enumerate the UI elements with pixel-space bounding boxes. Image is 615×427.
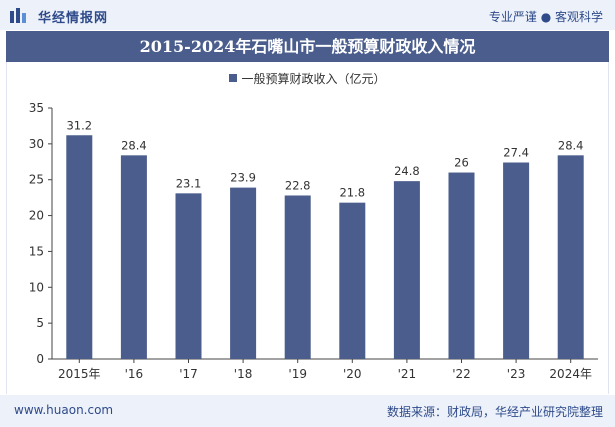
legend-swatch (229, 74, 238, 82)
x-tick-label: '21 (398, 367, 417, 381)
legend-label: 一般预算财政收入（亿元） (241, 72, 386, 86)
footer-bar: www.huaon.com 数据来源：财政局，华经产业研究院整理 (0, 395, 615, 427)
data-label: 31.2 (66, 118, 92, 132)
chart-legend: 一般预算财政收入（亿元） (0, 70, 615, 87)
y-tick-label: 30 (29, 137, 44, 151)
data-label: 26 (454, 156, 469, 170)
bar (339, 202, 366, 359)
x-tick-label: '18 (234, 367, 253, 381)
x-tick-label: '22 (452, 367, 471, 381)
plot-area (6, 62, 609, 394)
header-bar: 华经情报网 专业严谨 ● 客观科学 (0, 0, 615, 30)
data-label: 21.8 (339, 186, 365, 200)
y-tick-label: 10 (29, 280, 44, 294)
bar (448, 172, 475, 359)
x-tick-label: '16 (125, 367, 144, 381)
bar (175, 193, 202, 359)
data-label: 22.8 (285, 178, 311, 192)
x-tick-label: '17 (179, 367, 198, 381)
bar (120, 155, 147, 359)
data-label: 23.9 (230, 171, 256, 185)
site-name: 华经情报网 (38, 11, 109, 26)
x-tick-label: '23 (507, 367, 526, 381)
footer-source: 数据来源：财政局，华经产业研究院整理 (386, 405, 603, 419)
bar (393, 181, 420, 359)
y-tick-label: 35 (29, 101, 44, 115)
y-tick-label: 5 (36, 316, 44, 330)
x-tick-label: '20 (343, 367, 362, 381)
title-band: 2015-2024年石嘴山市一般预算财政收入情况 (6, 31, 609, 62)
header-tagline: 专业严谨 ● 客观科学 (488, 10, 603, 24)
y-tick-label: 0 (36, 352, 44, 366)
data-label: 28.4 (558, 138, 584, 152)
y-tick-label: 25 (29, 173, 44, 187)
bar (503, 162, 530, 359)
chart-title: 2015-2024年石嘴山市一般预算财政收入情况 (139, 37, 476, 56)
data-label: 24.8 (394, 164, 420, 178)
x-tick-label: '19 (288, 367, 307, 381)
x-tick-label: 2015年 (58, 367, 101, 381)
huajing-logo-icon (10, 8, 26, 23)
y-tick-label: 20 (29, 209, 44, 223)
data-label: 27.4 (503, 146, 529, 160)
bar (284, 195, 311, 359)
data-label: 23.1 (176, 176, 202, 190)
bar (557, 155, 584, 359)
footer-url: www.huaon.com (14, 403, 114, 417)
x-tick-label: 2024年 (549, 367, 592, 381)
bar (230, 187, 257, 359)
data-label: 28.4 (121, 138, 147, 152)
y-tick-label: 15 (29, 244, 44, 258)
bar (66, 135, 93, 359)
